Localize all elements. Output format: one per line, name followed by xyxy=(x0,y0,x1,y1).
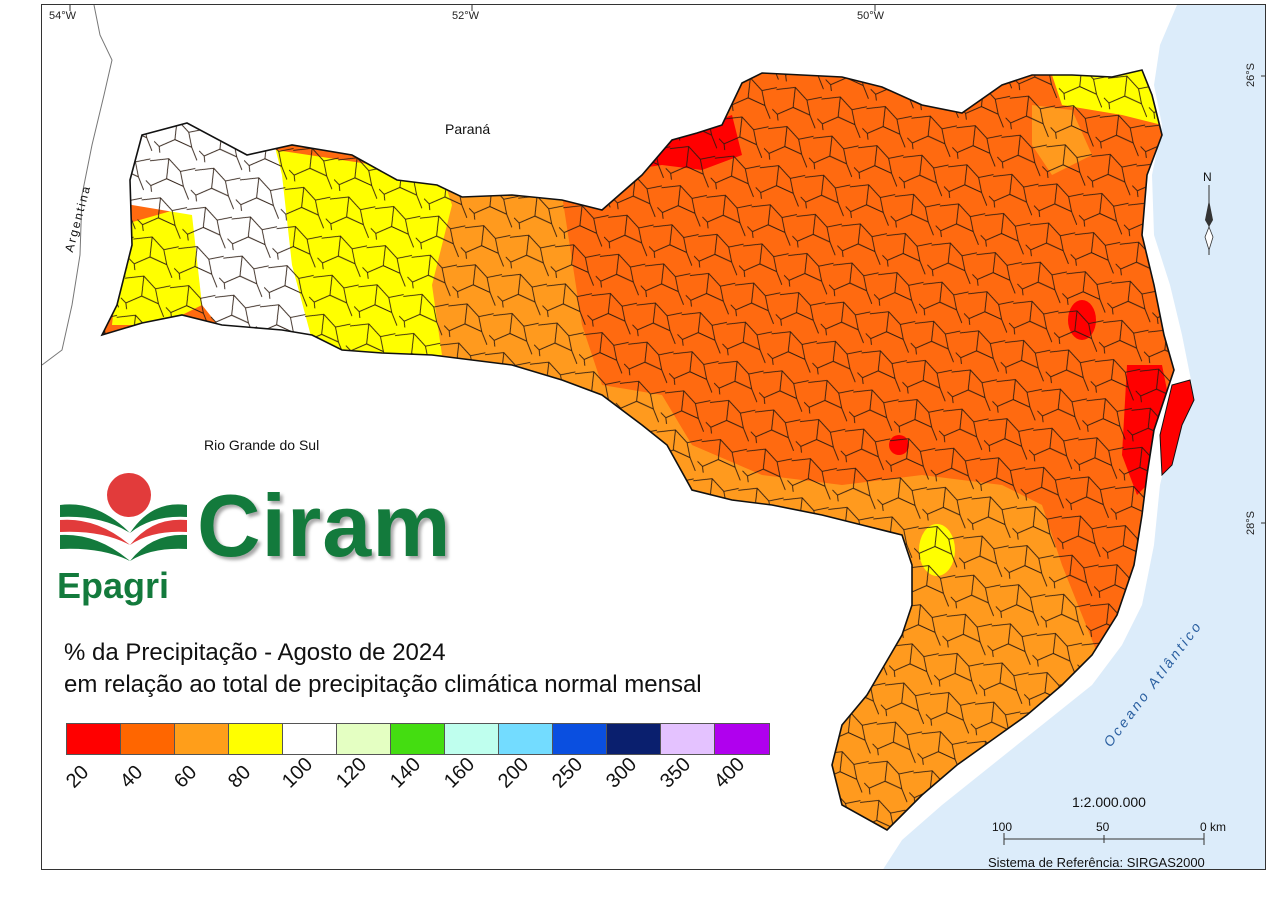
legend-swatch xyxy=(607,724,661,754)
lon-label-52w: 52°W xyxy=(452,10,480,22)
legend-swatch xyxy=(175,724,229,754)
legend-swatch xyxy=(553,724,607,754)
north-label: N xyxy=(1203,170,1212,184)
graticule-ticks xyxy=(69,5,1265,524)
legend-swatch xyxy=(445,724,499,754)
scale-label-0km: 0 km xyxy=(1200,820,1227,834)
scale-bar xyxy=(1003,833,1205,845)
epagri-logo-text: Epagri xyxy=(57,565,170,606)
argentina-border xyxy=(42,5,113,366)
legend-swatch xyxy=(337,724,391,754)
label-parana: Paraná xyxy=(445,121,491,137)
legend-swatch xyxy=(661,724,715,754)
state-border xyxy=(100,69,1175,831)
legend-swatch xyxy=(283,724,337,754)
lat-label-26s: 26°S xyxy=(1245,63,1257,87)
legend-swatch xyxy=(391,724,445,754)
epagri-logo-icon xyxy=(60,473,187,561)
map-title-line1: % da Precipitação - Agosto de 2024 xyxy=(64,639,446,666)
legend-colorbar xyxy=(66,723,770,755)
map-canvas xyxy=(42,5,1265,869)
map-frame: 54°W 52°W 50°W 26°S 28°S Paraná Rio Gran… xyxy=(41,4,1266,870)
map-title-line2: em relação ao total de precipitação clim… xyxy=(64,671,702,698)
ciram-logo-text: Ciram xyxy=(197,476,452,575)
legend-swatch xyxy=(715,724,769,754)
lon-label-50w: 50°W xyxy=(857,10,885,22)
scale-label-100: 100 xyxy=(992,820,1013,834)
legend-swatch xyxy=(67,724,121,754)
label-rio-grande-do-sul: Rio Grande do Sul xyxy=(204,437,320,453)
north-arrow-icon xyxy=(1204,185,1214,255)
scale-label-50: 50 xyxy=(1096,820,1110,834)
reference-system: Sistema de Referência: SIRGAS2000 xyxy=(988,855,1205,870)
legend-swatch xyxy=(121,724,175,754)
ocean-area xyxy=(883,5,1265,869)
legend-swatch xyxy=(229,724,283,754)
legend-swatch xyxy=(499,724,553,754)
scale-ratio: 1:2.000.000 xyxy=(1072,794,1146,810)
lat-label-28s: 28°S xyxy=(1245,511,1257,535)
florianopolis-island xyxy=(1159,379,1195,477)
lon-label-54w: 54°W xyxy=(49,10,77,22)
